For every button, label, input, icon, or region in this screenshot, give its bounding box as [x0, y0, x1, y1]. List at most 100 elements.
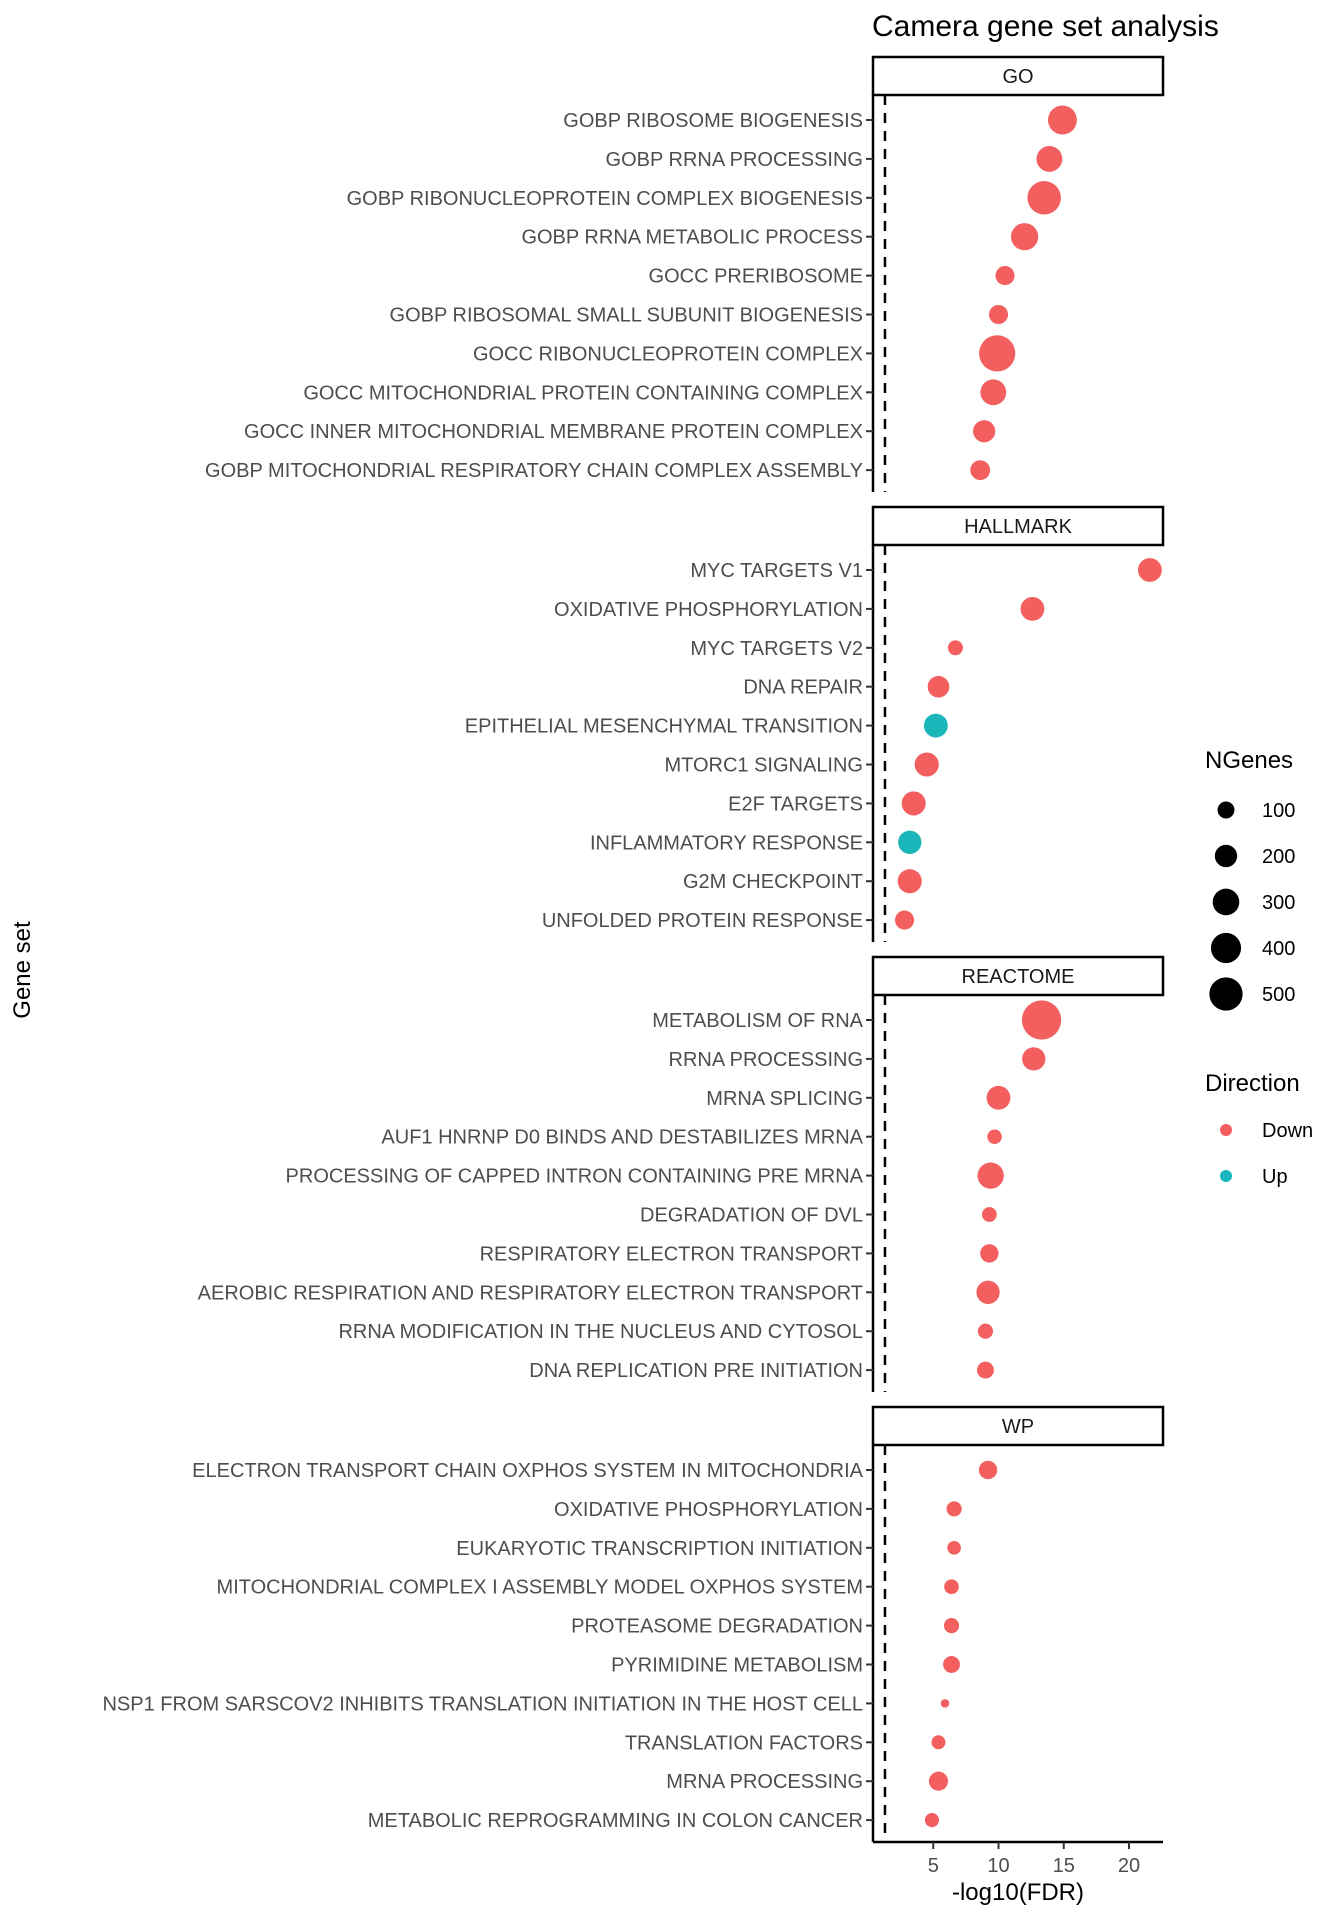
legend: NGenes 100 200 300 400 500 Direction Down Up [1205, 747, 1313, 1188]
legend-size-label: 500 [1262, 984, 1295, 1006]
facet-strip-label: GO [1002, 66, 1033, 88]
x-tick-label: 20 [1118, 1855, 1140, 1877]
data-point [947, 640, 963, 656]
data-point [1137, 558, 1162, 582]
y-tick-label: GOCC PRERIBOSOME [649, 266, 863, 288]
legend-size-key [1209, 977, 1243, 1011]
data-point [988, 304, 1009, 325]
facet-go: GO GOBP RIBOSOME BIOGENESIS GOBP RRNA PROC… [205, 55, 1165, 492]
data-point [1010, 223, 1039, 251]
data-point [1036, 145, 1063, 172]
y-tick-label: GOBP RIBOSOMAL SMALL SUBUNIT BIOGENESIS [390, 305, 863, 327]
y-tick-label: DEGRADATION OF DVL [640, 1205, 863, 1227]
legend-size-title: NGenes [1205, 747, 1293, 774]
y-tick-label: OXIDATIVE PHOSPHORYLATION [554, 1499, 863, 1521]
legend-size-key [1217, 801, 1235, 819]
data-point [943, 1618, 960, 1634]
data-point [1021, 1000, 1062, 1040]
y-tick-label: E2F TARGETS [728, 793, 863, 815]
facet-hallmark: HALLMARK MYC TARGETS V1 OXIDATIVE PHOSPHOR… [465, 505, 1165, 942]
facet-strip [871, 955, 1165, 997]
facet-strip-label: HALLMARK [964, 516, 1072, 538]
y-tick-label: GOCC RIBONUCLEOPROTEIN COMPLEX [473, 343, 863, 365]
y-tick-label: GOCC MITOCHONDRIAL PROTEIN CONTAINING CO… [303, 382, 863, 404]
facet-strip-label: WP [1002, 1416, 1034, 1438]
data-point [977, 1323, 994, 1339]
y-tick-label: DNA REPLICATION PRE INITIATION [529, 1360, 863, 1382]
y-tick-label: TRANSLATION FACTORS [625, 1732, 863, 1754]
data-point [1047, 105, 1077, 135]
y-axis-title: Gene set [9, 921, 36, 1019]
data-point [979, 335, 1016, 372]
data-point [981, 1207, 997, 1222]
y-tick-label: GOCC INNER MITOCHONDRIAL MEMBRANE PROTEI… [244, 421, 863, 443]
y-tick-label: ELECTRON TRANSPORT CHAIN OXPHOS SYSTEM I… [192, 1460, 864, 1482]
legend-size-label: 400 [1262, 938, 1295, 960]
data-point [987, 1129, 1002, 1144]
data-point [946, 1501, 962, 1517]
facet-strip [871, 1405, 1165, 1447]
data-point [897, 869, 922, 894]
y-tick-label: MRNA SPLICING [706, 1088, 863, 1110]
x-tick-label: 15 [1053, 1855, 1075, 1877]
y-tick-label: METABOLISM OF RNA [652, 1010, 863, 1032]
data-point [995, 266, 1015, 286]
y-tick-label: GOBP RRNA METABOLIC PROCESS [521, 227, 863, 249]
data-point [914, 752, 939, 777]
legend-color-title: Direction [1205, 1070, 1300, 1097]
y-tick-label: EUKARYOTIC TRANSCRIPTION INITIATION [456, 1538, 863, 1560]
facet-wp: WP ELECTRON TRANSPORT CHAIN OXPHOS SYSTEM… [102, 1405, 1165, 1842]
data-point [970, 460, 991, 480]
legend-size-label: 200 [1262, 846, 1295, 868]
legend-size-key [1210, 932, 1242, 964]
y-tick-label: GOBP RIBOSOME BIOGENESIS [563, 110, 863, 132]
data-point [978, 1460, 998, 1480]
y-tick-label: GOBP MITOCHONDRIAL RESPIRATORY CHAIN COM… [205, 460, 863, 482]
y-tick-label: MYC TARGETS V2 [690, 638, 863, 660]
y-tick-label: MYC TARGETS V1 [690, 560, 863, 582]
y-tick-label: PYRIMIDINE METABOLISM [611, 1655, 863, 1677]
data-point [973, 420, 996, 443]
data-point [944, 1579, 959, 1595]
y-tick-label: PROTEASOME DEGRADATION [571, 1616, 863, 1638]
data-point [976, 1280, 1000, 1304]
x-tick-label: 10 [987, 1855, 1009, 1877]
data-point [928, 1771, 949, 1791]
data-point [1027, 181, 1061, 215]
y-tick-label: UNFOLDED PROTEIN RESPONSE [542, 910, 863, 932]
y-tick-label: NSP1 FROM SARSCOV2 INHIBITS TRANSLATION … [102, 1693, 863, 1715]
data-point [986, 1085, 1011, 1110]
y-tick-label: OXIDATIVE PHOSPHORYLATION [554, 599, 863, 621]
data-point [940, 1699, 950, 1708]
y-tick-label: MRNA PROCESSING [666, 1771, 863, 1793]
facet-reactome: REACTOME METABOLISM OF RNA RRNA PROCESSING… [198, 955, 1165, 1392]
legend-size-label: 300 [1262, 892, 1295, 914]
data-point [923, 713, 948, 738]
y-tick-label: EPITHELIAL MESENCHYMAL TRANSITION [465, 716, 863, 738]
y-tick-label: METABOLIC REPROGRAMMING IN COLON CANCER [368, 1810, 863, 1832]
facet-strip [871, 505, 1165, 547]
y-tick-label: G2M CHECKPOINT [683, 871, 863, 893]
data-point [977, 1361, 994, 1379]
data-point [894, 910, 915, 930]
legend-color-label: Down [1262, 1120, 1313, 1142]
x-tick-label: 5 [928, 1855, 939, 1877]
y-tick-label: RESPIRATORY ELECTRON TRANSPORT [480, 1243, 863, 1265]
y-tick-label: PROCESSING OF CAPPED INTRON CONTAINING P… [286, 1166, 864, 1188]
y-tick-label: MTORC1 SIGNALING [664, 755, 863, 777]
y-tick-label: RRNA MODIFICATION IN THE NUCLEUS AND CYT… [338, 1321, 863, 1343]
legend-size-key [1212, 888, 1240, 916]
data-point [943, 1656, 960, 1673]
data-point [947, 1540, 961, 1555]
facet-strip [871, 55, 1165, 97]
y-tick-label: AEROBIC RESPIRATION AND RESPIRATORY ELEC… [198, 1282, 863, 1304]
y-tick-label: GOBP RRNA PROCESSING [606, 149, 863, 171]
data-point [1020, 596, 1045, 621]
data-point [977, 1162, 1004, 1189]
facet-strip-label: REACTOME [962, 966, 1075, 988]
facet-panels: GO GOBP RIBOSOME BIOGENESIS GOBP RRNA PROC… [102, 55, 1165, 1842]
legend-color-label: Up [1262, 1166, 1288, 1188]
legend-size-label: 100 [1262, 800, 1295, 822]
data-point [927, 675, 950, 698]
